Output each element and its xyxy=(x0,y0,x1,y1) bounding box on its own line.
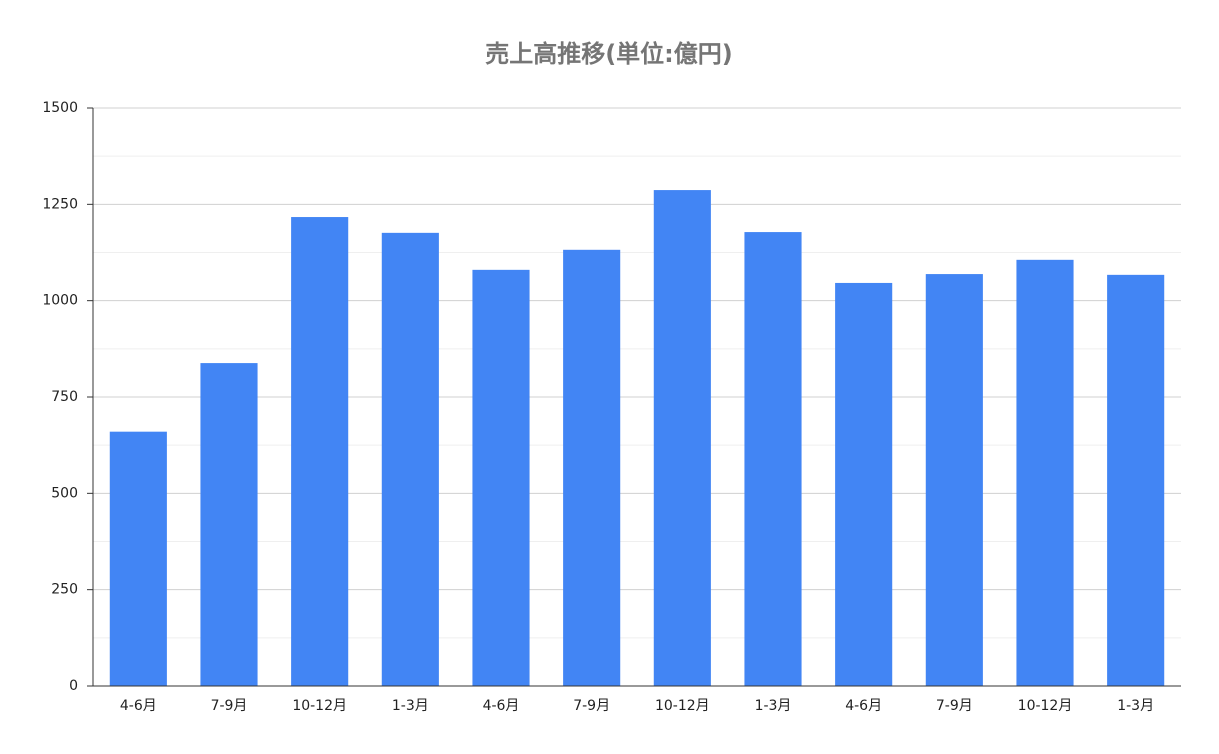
bar xyxy=(744,232,802,686)
x-tick-label: 4-6月 xyxy=(483,698,520,714)
y-tick-label: 1000 xyxy=(42,293,78,309)
bar xyxy=(381,232,439,686)
x-tick-label: 7-9月 xyxy=(936,698,973,714)
bar xyxy=(200,363,258,686)
x-tick-label: 10-12月 xyxy=(1018,698,1073,714)
x-tick-label: 7-9月 xyxy=(211,698,248,714)
bar xyxy=(1016,259,1074,686)
x-tick-label: 4-6月 xyxy=(845,698,882,714)
x-tick-label: 4-6月 xyxy=(120,698,157,714)
bar xyxy=(563,249,621,686)
x-tick-label: 1-3月 xyxy=(392,698,429,714)
bar xyxy=(472,269,530,686)
bar xyxy=(925,274,983,686)
y-tick-label: 750 xyxy=(51,389,78,405)
bar xyxy=(653,190,711,687)
x-tick-label: 10-12月 xyxy=(655,698,710,714)
y-tick-label: 500 xyxy=(51,485,78,501)
x-tick-label: 1-3月 xyxy=(755,698,792,714)
x-tick-label: 7-9月 xyxy=(573,698,610,714)
y-tick-label: 1250 xyxy=(42,196,78,212)
bar xyxy=(1107,274,1165,686)
x-tick-label: 10-12月 xyxy=(292,698,347,714)
bar xyxy=(109,431,167,686)
chart-title: 売上高推移(単位:億円) xyxy=(485,40,733,68)
y-tick-label: 250 xyxy=(51,582,78,598)
y-tick-label: 1500 xyxy=(42,100,78,116)
y-tick-label: 0 xyxy=(69,678,78,694)
bar xyxy=(835,282,893,686)
x-tick-label: 1-3月 xyxy=(1117,698,1154,714)
bar xyxy=(291,217,349,687)
